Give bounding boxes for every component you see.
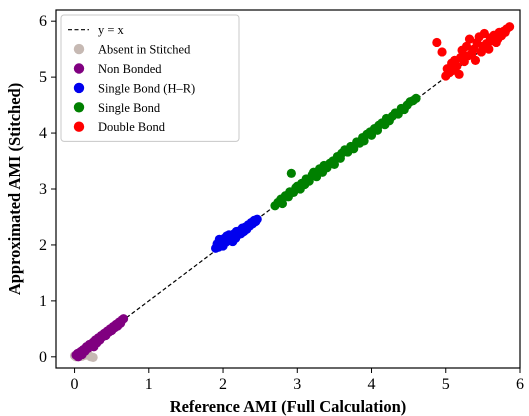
series-group	[432, 22, 515, 81]
legend: y = x Absent in Stitched Non Bonded Single…	[60, 14, 240, 142]
legend-label: Absent in Stitched	[98, 43, 191, 57]
data-points	[69, 22, 515, 362]
y-tick-label: 0	[39, 349, 47, 366]
x-tick-label: 1	[145, 376, 153, 393]
x-axis-label: Reference AMI (Full Calculation)	[170, 397, 407, 416]
y-axis-label: Approximated AMI (Stitched)	[5, 83, 24, 295]
legend-label: Single Bond	[98, 101, 161, 115]
legend-items: Absent in Stitched Non Bonded Single Bond …	[73, 43, 195, 134]
series-group	[71, 314, 129, 362]
data-point	[88, 352, 98, 362]
data-point	[286, 168, 296, 178]
data-point	[454, 69, 464, 79]
axis-ticks: 0 1 2 3 4 5 6 0 1 2 3 4 5 6	[39, 13, 524, 393]
data-point	[484, 44, 494, 54]
x-tick-label: 0	[71, 376, 79, 393]
legend-marker-icon	[73, 121, 85, 132]
legend-label-reference: y = x	[98, 23, 125, 37]
series-group	[270, 93, 421, 211]
data-point	[452, 61, 462, 71]
data-point	[118, 314, 129, 324]
legend-marker-icon	[73, 43, 85, 55]
y-tick-label: 1	[39, 293, 47, 310]
data-point	[461, 41, 472, 51]
y-tick-label: 4	[39, 125, 47, 142]
legend-label: Non Bonded	[98, 62, 162, 76]
legend-box	[60, 14, 240, 142]
legend-marker-icon	[73, 82, 85, 94]
data-point	[432, 37, 442, 48]
x-tick-label: 2	[219, 376, 227, 393]
data-point	[277, 198, 288, 209]
x-tick-label: 6	[516, 376, 524, 393]
series-group	[211, 214, 262, 253]
data-point	[437, 47, 447, 57]
y-tick-label: 3	[39, 181, 47, 198]
data-point	[464, 34, 475, 44]
legend-label: Double Bond	[98, 120, 166, 134]
x-tick-label: 4	[368, 376, 376, 393]
data-point	[411, 93, 421, 103]
y-tick-label: 5	[39, 69, 47, 86]
data-point	[505, 22, 515, 32]
x-tick-label: 5	[442, 376, 450, 393]
y-tick-label: 2	[39, 237, 47, 254]
legend-marker-icon	[73, 63, 85, 74]
data-point	[329, 159, 339, 169]
legend-marker-icon	[73, 102, 85, 113]
y-tick-label: 6	[39, 13, 47, 30]
data-point	[470, 55, 481, 65]
legend-label: Single Bond (H–R)	[98, 81, 195, 95]
data-point	[252, 214, 262, 224]
x-tick-label: 3	[293, 376, 301, 393]
